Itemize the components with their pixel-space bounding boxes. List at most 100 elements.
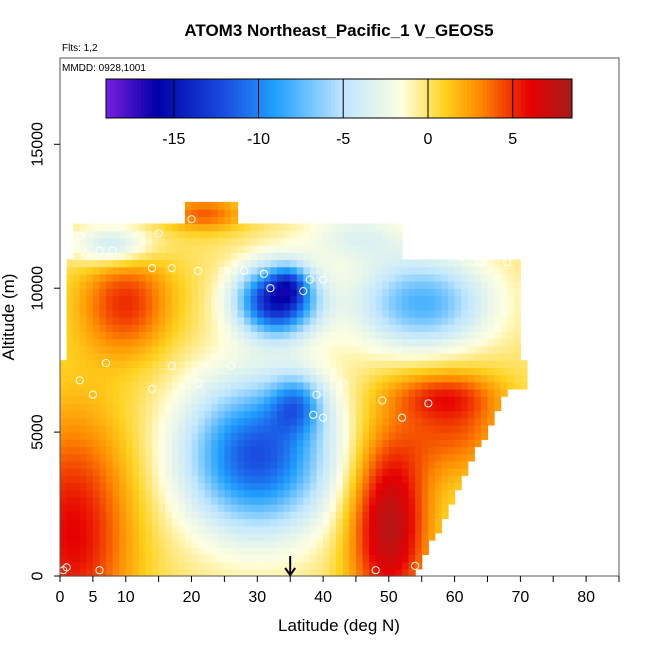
heatmap-cell	[106, 259, 114, 268]
colorbar-swatch	[568, 79, 573, 118]
heatmap-cell	[217, 252, 226, 261]
sample-point	[457, 252, 466, 261]
heatmap-cell	[237, 496, 245, 505]
heatmap-cell	[145, 331, 153, 340]
heatmap-cell	[112, 252, 120, 261]
heatmap-cell	[178, 281, 186, 289]
heatmap-cell	[224, 396, 232, 404]
heatmap-cell	[316, 496, 324, 505]
sample-point	[299, 287, 308, 296]
heatmap-cell	[270, 403, 278, 412]
heatmap-cell	[178, 475, 186, 484]
heatmap-cell	[184, 281, 193, 289]
heatmap-cell	[158, 288, 166, 297]
heatmap-cell	[329, 273, 337, 282]
heatmap-cell	[132, 417, 140, 426]
heatmap-cell	[257, 331, 265, 340]
heatmap-cell	[250, 360, 258, 368]
heatmap-cell	[428, 475, 436, 484]
heatmap-cell	[375, 324, 383, 332]
heatmap-cell	[132, 367, 140, 376]
heatmap-cell	[211, 324, 219, 332]
heatmap-cell	[362, 504, 370, 512]
heatmap-cell	[178, 489, 186, 498]
heatmap-cell	[448, 259, 456, 268]
heatmap-cell	[204, 468, 212, 476]
heatmap-cell	[355, 468, 364, 476]
heatmap-cell	[204, 230, 212, 239]
heatmap-cell	[474, 331, 482, 340]
heatmap-cell	[204, 374, 212, 383]
heatmap-cell	[112, 309, 120, 318]
heatmap-cell	[198, 374, 206, 383]
heatmap-cell	[441, 288, 449, 297]
heatmap-cell	[138, 338, 147, 347]
heatmap-cell	[263, 568, 272, 577]
heatmap-cell	[369, 518, 377, 527]
heatmap-cell	[119, 561, 127, 570]
heatmap-cell	[487, 381, 495, 390]
heatmap-cell	[204, 446, 212, 455]
heatmap-cell	[290, 525, 298, 534]
heatmap-cell	[323, 237, 331, 246]
heatmap-cell	[408, 475, 416, 484]
heatmap-cell	[323, 230, 331, 239]
heatmap-cell	[132, 374, 140, 383]
heatmap-cell	[66, 432, 74, 440]
heatmap-cell	[323, 568, 331, 577]
heatmap-cell	[355, 273, 364, 282]
heatmap-cell	[382, 439, 390, 448]
heatmap-cell	[513, 309, 521, 318]
heatmap-cell	[283, 532, 291, 541]
heatmap-cell	[454, 360, 462, 368]
heatmap-cell	[158, 367, 166, 376]
heatmap-cell	[184, 209, 193, 217]
heatmap-cell	[362, 540, 370, 548]
heatmap-cell	[244, 475, 252, 484]
heatmap-cell	[461, 396, 469, 404]
heatmap-cell	[244, 302, 252, 311]
heatmap-cell	[86, 396, 94, 404]
heatmap-cell	[217, 237, 226, 246]
heatmap-cell	[106, 266, 114, 275]
heatmap-cell	[106, 496, 114, 505]
colorbar-swatch	[183, 79, 189, 118]
heatmap-cell	[336, 360, 344, 368]
heatmap-cell	[244, 489, 252, 498]
heatmap-cell	[171, 252, 179, 261]
heatmap-cell	[329, 223, 337, 232]
heatmap-cell	[263, 417, 272, 426]
heatmap-cell	[296, 396, 304, 404]
heatmap-cell	[355, 424, 364, 433]
heatmap-cell	[296, 388, 304, 397]
heatmap-cell	[224, 209, 232, 217]
heatmap-cell	[461, 367, 469, 376]
heatmap-cell	[270, 309, 278, 318]
heatmap-cell	[224, 295, 232, 304]
heatmap-cell	[257, 453, 265, 462]
heatmap-cell	[138, 540, 147, 548]
heatmap-cell	[342, 223, 350, 232]
heatmap-cell	[178, 309, 186, 318]
heatmap-cell	[204, 417, 212, 426]
heatmap-cell	[204, 532, 212, 541]
heatmap-cell	[355, 496, 364, 505]
heatmap-cell	[217, 496, 226, 505]
heatmap-cell	[112, 338, 120, 347]
heatmap-cell	[158, 237, 166, 246]
heatmap-cell	[270, 554, 278, 563]
heatmap-cell	[211, 482, 219, 491]
heatmap-cell	[211, 504, 219, 512]
heatmap-cell	[316, 439, 324, 448]
heatmap-cell	[421, 266, 429, 275]
heatmap-cell	[329, 345, 337, 354]
heatmap-cell	[132, 230, 140, 239]
heatmap-cell	[349, 245, 357, 253]
heatmap-cell	[106, 230, 114, 239]
heatmap-cell	[250, 302, 258, 311]
colorbar-swatch	[370, 79, 375, 118]
heatmap-cell	[112, 518, 120, 527]
heatmap-cell	[66, 547, 74, 556]
heatmap-cell	[217, 561, 226, 570]
heatmap-cell	[257, 374, 265, 383]
